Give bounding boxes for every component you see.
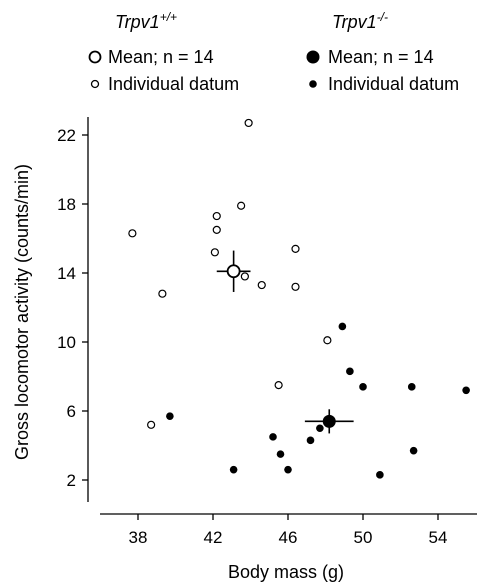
x-tick-label: 42 [204,528,223,547]
legend-wildtype-datum-marker [90,79,100,89]
x-axis-ticks: 38 42 46 50 54 [129,514,448,547]
wildtype-datum-point [274,381,283,390]
wildtype-mean-point [226,264,241,279]
knockout-datum-point [346,367,354,376]
wildtype-datum-point [128,229,137,238]
x-tick-label: 38 [129,528,148,547]
y-tick-label: 22 [57,126,76,145]
knockout-datum-point [316,424,324,433]
legend-wildtype-mean-label: Mean; n = 14 [108,47,214,67]
legend-knockout-datum-marker [309,80,317,88]
legend-wildtype-genotype: Trpv1+/+ [115,10,177,32]
legend-knockout-mean-label: Mean; n = 14 [328,47,434,67]
wildtype-datum-point [244,118,253,128]
wildtype-datum-point [147,420,156,429]
knockout-datum-point [409,446,418,455]
y-tick-label: 14 [57,264,76,283]
knockout-mean-point [322,414,336,428]
legend-wildtype: Trpv1+/+ Mean; n = 14 Individual datum [88,10,239,94]
legend-knockout-genotype: Trpv1-/- [332,10,388,32]
wildtype-datum-point [237,201,246,210]
legend-knockout-mean-marker [306,50,320,64]
wildtype-datum-point [240,272,249,281]
knockout-datum-point [229,465,238,474]
wildtype-datum-point [291,282,300,291]
y-tick-label: 10 [57,333,76,352]
knockout-datum-point [338,322,347,331]
legend-knockout-datum-label: Individual datum [328,74,459,94]
knockout-datum-point [276,450,285,458]
y-tick-label: 6 [67,402,76,421]
legend-wildtype-mean-marker [88,50,102,64]
knockout-datum-point [359,383,367,391]
y-axis-title: Gross locomotor activity (counts/min) [12,164,32,460]
y-tick-label: 2 [67,471,76,490]
y-tick-label: 18 [57,195,76,214]
legend-knockout: Trpv1-/- Mean; n = 14 Individual datum [306,10,459,94]
knockout-datum-point [269,433,277,441]
legend-wildtype-datum-label: Individual datum [108,74,239,94]
wildtype-datum-point [158,289,167,298]
x-tick-label: 50 [354,528,373,547]
x-tick-label: 54 [429,528,448,547]
knockout-datum-point [376,471,384,479]
wildtype-datum-point [210,248,219,257]
knockout-datum-point [284,465,292,474]
knockout-datum-point [407,383,416,391]
wildtype-datum-point [257,280,266,290]
knockout-datum-point [462,386,470,395]
x-axis-title: Body mass (g) [228,562,344,582]
data-points [128,118,470,479]
y-axis-ticks: 2 6 10 14 18 22 [57,126,88,490]
wildtype-datum-point [212,211,221,221]
knockout-datum-point [166,412,174,420]
x-tick-label: 46 [279,528,298,547]
wildtype-datum-point [291,244,300,253]
wildtype-datum-point [212,225,221,234]
wildtype-datum-point [323,336,332,345]
knockout-datum-point [306,436,315,445]
